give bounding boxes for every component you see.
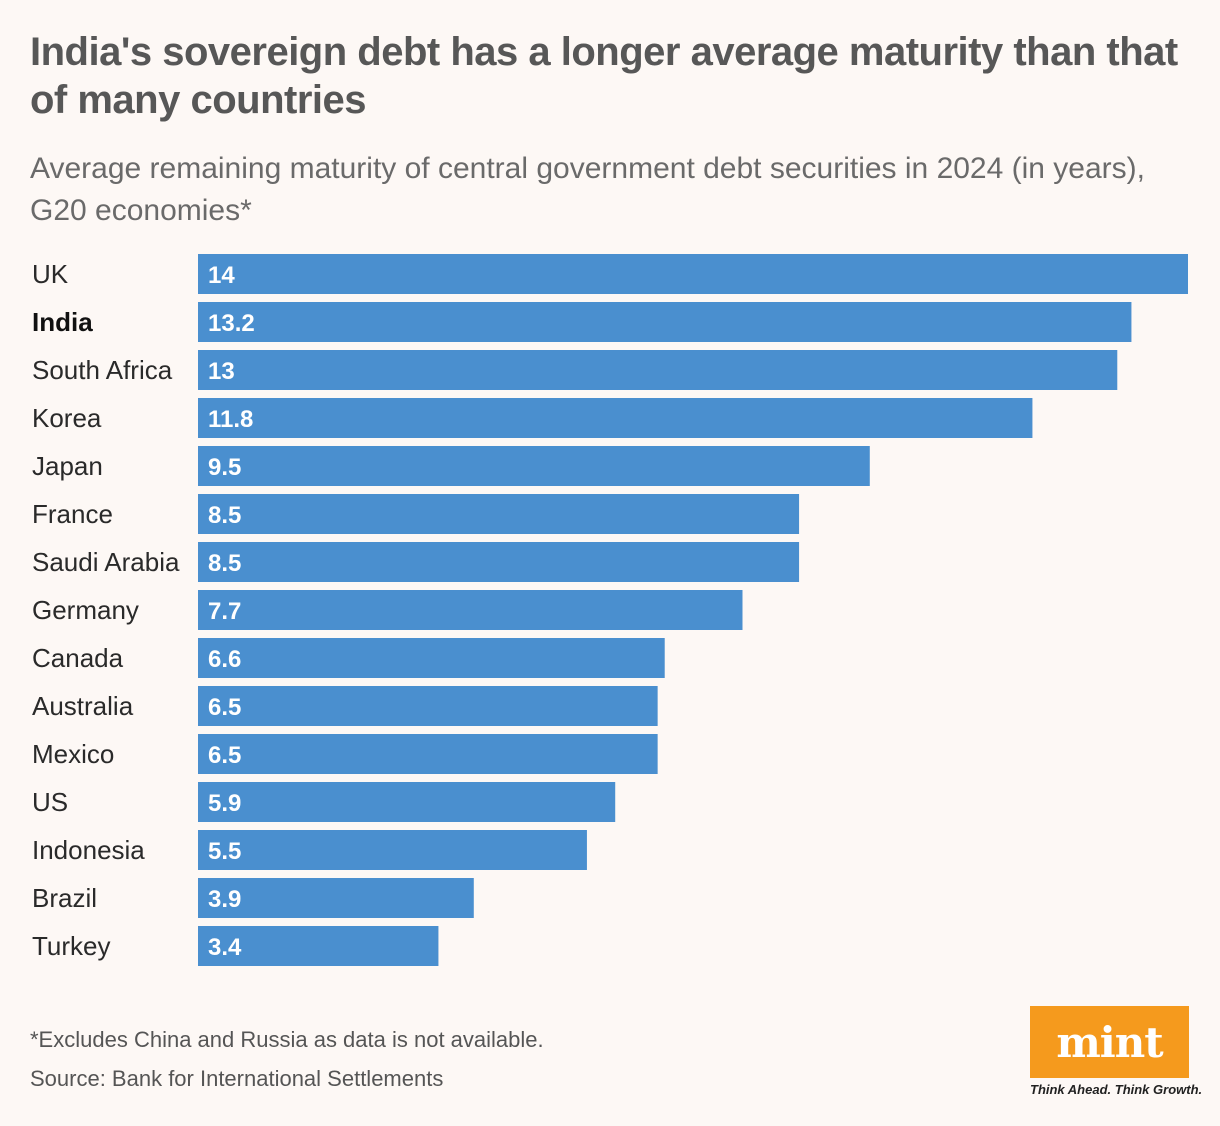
value-label: 8.5: [208, 550, 241, 577]
value-label: 13: [208, 358, 235, 385]
bar: [198, 542, 800, 582]
bar: [198, 254, 1188, 294]
value-label: 6.6: [208, 646, 241, 673]
bar: [198, 398, 1033, 438]
value-label: 3.9: [208, 886, 241, 913]
value-label: 11.8: [208, 406, 253, 433]
bar: [198, 590, 743, 630]
category-label: Germany: [32, 595, 139, 625]
value-label: 5.9: [208, 790, 241, 817]
category-label: France: [32, 499, 113, 529]
category-label: UK: [32, 259, 69, 289]
value-label: 3.4: [208, 934, 242, 961]
bar: [198, 830, 587, 870]
logo-tagline: Think Ahead. Think Growth.: [1030, 1082, 1203, 1097]
bar: [198, 782, 616, 822]
category-label: Brazil: [32, 883, 97, 913]
logo-text: mint: [1056, 1017, 1163, 1067]
value-label: 5.5: [208, 838, 241, 865]
category-label: US: [32, 787, 68, 817]
chart-subtitle: Average remaining maturity of central go…: [30, 152, 1145, 227]
value-label: 14: [208, 262, 235, 289]
category-label: India: [32, 307, 93, 337]
bar: [198, 494, 800, 534]
bar: [198, 926, 439, 966]
source-note: Source: Bank for International Settlemen…: [30, 1066, 444, 1091]
value-label: 9.5: [208, 454, 241, 481]
bar: [198, 446, 870, 486]
bar: [198, 638, 665, 678]
bar: [198, 878, 474, 918]
category-label: South Africa: [32, 355, 173, 385]
category-label: Australia: [32, 691, 134, 721]
value-label: 8.5: [208, 502, 241, 529]
bar: [198, 686, 658, 726]
value-label: 6.5: [208, 742, 241, 769]
category-label: Indonesia: [32, 835, 145, 865]
chart-title: India's sovereign debt has a longer aver…: [30, 30, 1178, 122]
category-label: Saudi Arabia: [32, 547, 180, 577]
category-label: Mexico: [32, 739, 114, 769]
category-label: Japan: [32, 451, 103, 481]
category-label: Korea: [32, 403, 102, 433]
mint-logo: mint: [1030, 1006, 1189, 1078]
bar-chart: UK 14 India 13.2 South Africa 13 Korea 11.8 Japa…: [32, 254, 1188, 966]
footnote: *Excludes China and Russia as data is no…: [30, 1027, 544, 1052]
value-label: 7.7: [208, 598, 241, 625]
value-label: 13.2: [208, 310, 255, 337]
category-label: Canada: [32, 643, 124, 673]
bar: [198, 734, 658, 774]
category-label: Turkey: [32, 931, 111, 961]
bar: [198, 350, 1118, 390]
bar: [198, 302, 1132, 342]
value-label: 6.5: [208, 694, 241, 721]
